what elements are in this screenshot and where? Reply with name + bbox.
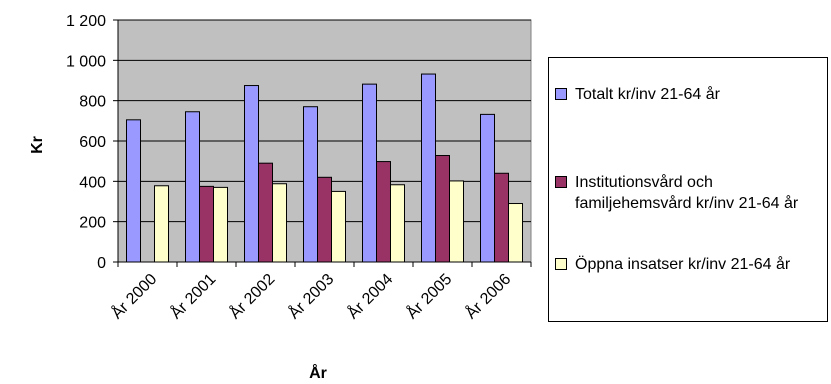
bar: [421, 73, 436, 263]
x-tick-label: År 2000: [107, 269, 160, 322]
x-axis-title: År: [309, 363, 327, 382]
bar: [435, 155, 450, 263]
legend: Totalt kr/inv 21-64 år Institutionsvård …: [548, 57, 828, 322]
legend-swatch-institutionsvard: [555, 176, 567, 188]
legend-swatch-totalt: [555, 88, 567, 100]
legend-label-oppna: Öppna insatser kr/inv 21-64 år: [575, 256, 791, 273]
y-tick-label: 600: [79, 134, 106, 151]
y-tick-labels: 0 200 400 600 800 1 000 1 200: [66, 13, 106, 272]
y-tick-label: 0: [97, 255, 106, 272]
bar: [331, 190, 346, 263]
bar: [213, 186, 228, 263]
x-tick-label: År 2005: [402, 269, 455, 322]
bar: [185, 111, 200, 263]
bar: [272, 183, 287, 263]
legend-label-institutionsvard: Institutionsvård och familjehemsvård kr/…: [575, 174, 799, 212]
bar: [390, 184, 405, 263]
y-tick-label: 1 200: [66, 13, 106, 30]
bar: [244, 85, 259, 263]
x-tick-label: År 2003: [284, 269, 337, 322]
bar: [494, 172, 509, 263]
x-tick-label: År 2002: [225, 269, 278, 322]
legend-item-oppna: Öppna insatser kr/inv 21-64 år: [555, 254, 799, 275]
bar: [317, 176, 332, 263]
x-tick-label: År 2001: [166, 269, 219, 322]
y-axis-title: Kr: [29, 136, 46, 154]
y-tick-label: 400: [79, 174, 106, 191]
x-tick-label: År 2006: [461, 269, 514, 322]
x-tick-label: År 2004: [343, 269, 396, 322]
legend-swatch-oppna: [555, 258, 567, 270]
legend-item-totalt: Totalt kr/inv 21-64 år: [555, 84, 825, 105]
bars: [126, 73, 523, 263]
y-tick-label: 200: [79, 215, 106, 232]
bar: [449, 180, 464, 263]
y-tick-label: 800: [79, 94, 106, 111]
x-tick-labels: År 2000 År 2001 År 2002 År 2003 År 2004 År 20…: [107, 269, 514, 322]
axes: [113, 19, 532, 267]
bar: [508, 203, 523, 263]
legend-label-totalt: Totalt kr/inv 21-64 år: [575, 86, 720, 103]
bar: [126, 119, 141, 263]
bar: [154, 185, 169, 263]
y-tick-label: 1 000: [66, 53, 106, 70]
bar: [362, 83, 377, 263]
bar: [258, 162, 273, 263]
legend-item-institutionsvard: Institutionsvård och familjehemsvård kr/…: [555, 172, 799, 214]
bar: [480, 113, 495, 263]
bar: [376, 161, 391, 263]
bar: [303, 106, 318, 263]
bar: [199, 185, 214, 263]
